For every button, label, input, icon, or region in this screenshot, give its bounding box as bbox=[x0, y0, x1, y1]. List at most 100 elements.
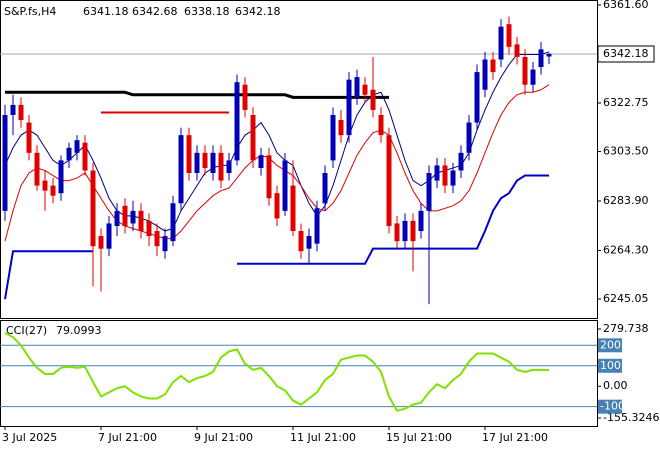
candle-body bbox=[98, 236, 104, 249]
ohlc-close: 6342.18 bbox=[235, 5, 281, 18]
cci-panel bbox=[0, 320, 598, 427]
candle-body bbox=[162, 236, 168, 252]
level-box bbox=[598, 399, 622, 414]
candle-body bbox=[506, 24, 512, 47]
candle-body bbox=[386, 135, 392, 226]
candle-body bbox=[290, 185, 296, 232]
candle-body bbox=[530, 69, 536, 85]
ohlc-high: 6342.68 bbox=[132, 5, 178, 18]
y-tick-label: 279.738 bbox=[603, 322, 649, 335]
candle-body bbox=[394, 223, 400, 242]
candle-body bbox=[242, 84, 248, 110]
candle-body bbox=[402, 220, 408, 242]
candle-body bbox=[170, 203, 176, 242]
x-tick-label: 7 Jul 21:00 bbox=[98, 431, 157, 444]
candle-body bbox=[202, 152, 208, 168]
candle-body bbox=[322, 173, 328, 204]
y-tick-label: 6303.50 bbox=[603, 145, 649, 158]
candle-body bbox=[450, 170, 456, 186]
candle-body bbox=[370, 89, 376, 110]
candle-body bbox=[418, 210, 424, 232]
candle-body bbox=[154, 231, 160, 247]
candle-body bbox=[130, 210, 136, 224]
candle-body bbox=[138, 210, 144, 232]
y-tick-label: 0.00 bbox=[603, 379, 628, 392]
candle-body bbox=[74, 140, 80, 153]
x-tick-label: 15 Jul 21:00 bbox=[386, 431, 452, 444]
ohlc-low: 6338.18 bbox=[184, 5, 230, 18]
ohlc-open: 6341.18 bbox=[83, 5, 129, 18]
last-price-label: 6342.18 bbox=[603, 47, 649, 60]
candle-body bbox=[274, 193, 280, 219]
candle-body bbox=[82, 142, 88, 171]
candle-body bbox=[18, 104, 24, 121]
candle-body bbox=[42, 180, 48, 191]
overlay-line bbox=[5, 90, 389, 99]
candle-body bbox=[218, 152, 224, 181]
candle-body bbox=[66, 147, 72, 161]
level-label: -100 bbox=[600, 400, 625, 413]
overlay-line bbox=[4, 51, 550, 232]
x-tick-label: 17 Jul 21:00 bbox=[482, 431, 548, 444]
symbol: S&P.fs,H4 bbox=[4, 5, 56, 18]
overlay-line bbox=[4, 174, 549, 300]
candle-body bbox=[234, 82, 240, 161]
candle-body bbox=[258, 155, 264, 168]
candle-body bbox=[354, 77, 360, 98]
candle-body bbox=[514, 44, 520, 57]
level-label: 100 bbox=[600, 359, 621, 372]
candle-body bbox=[338, 120, 344, 136]
candle-body bbox=[146, 220, 152, 237]
candle-body bbox=[442, 165, 448, 186]
y-tick-label: 6264.30 bbox=[603, 243, 649, 256]
candle-body bbox=[178, 135, 184, 204]
candle-body bbox=[458, 152, 464, 171]
candle-body bbox=[282, 160, 288, 211]
candle-body bbox=[434, 165, 440, 181]
candle-body bbox=[330, 114, 336, 161]
candle-body bbox=[90, 170, 96, 247]
candle-body bbox=[482, 59, 488, 90]
x-tick-label: 11 Jul 21:00 bbox=[290, 431, 356, 444]
y-tick-label: 6283.90 bbox=[603, 194, 649, 207]
last-price-box bbox=[597, 45, 655, 63]
y-tick-label: -155.3246 bbox=[603, 411, 659, 424]
x-tick-label: 3 Jul 2025 bbox=[2, 431, 57, 444]
x-tick-label: 9 Jul 21:00 bbox=[194, 431, 253, 444]
candle-body bbox=[122, 205, 128, 226]
y-tick-label: 6361.60 bbox=[603, 0, 649, 11]
candle-body bbox=[474, 72, 480, 123]
price-panel bbox=[0, 0, 598, 319]
candle-body bbox=[266, 155, 272, 199]
cci-value: 79.0993 bbox=[56, 324, 102, 337]
candle-body bbox=[314, 208, 320, 244]
candle-body bbox=[362, 84, 368, 95]
candle-body bbox=[378, 114, 384, 136]
candle-body bbox=[466, 122, 472, 153]
cci-title: CCI(27) bbox=[6, 324, 47, 337]
candle-body bbox=[226, 160, 232, 173]
candle-body bbox=[250, 114, 256, 161]
candle-body bbox=[306, 236, 312, 249]
candle-body bbox=[26, 122, 32, 153]
candle-body bbox=[114, 210, 120, 226]
candle-body bbox=[410, 220, 416, 242]
candle-body bbox=[426, 173, 432, 211]
candle-body bbox=[522, 56, 528, 85]
level-box bbox=[598, 338, 622, 353]
cci-line bbox=[4, 332, 550, 412]
y-tick-label: 6245.05 bbox=[603, 292, 649, 305]
candle-body bbox=[210, 152, 216, 173]
candle-body bbox=[498, 26, 504, 60]
candle-body bbox=[58, 160, 64, 194]
candle-body bbox=[546, 53, 552, 57]
candle-body bbox=[298, 231, 304, 252]
candle-body bbox=[490, 59, 496, 73]
overlay-line bbox=[4, 84, 550, 242]
candle-body bbox=[34, 152, 40, 186]
y-tick-label: 6322.75 bbox=[603, 96, 649, 109]
candle-body bbox=[106, 223, 112, 249]
candle-body bbox=[50, 185, 56, 196]
candle-body bbox=[2, 114, 8, 211]
